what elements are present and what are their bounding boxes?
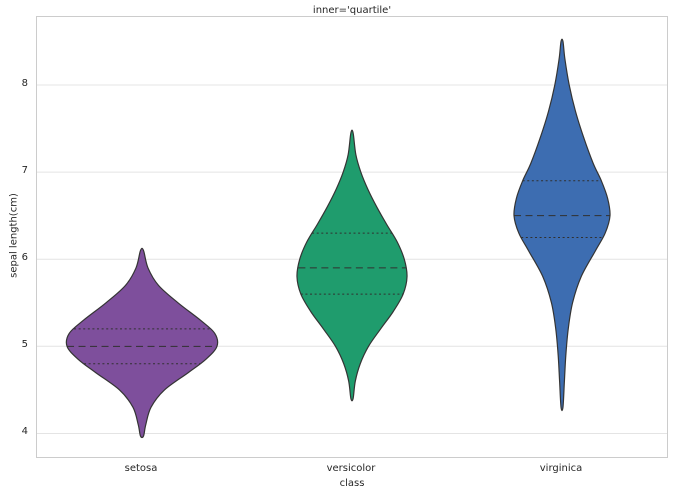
violin-virginica	[513, 38, 611, 412]
y-tick-label: 6	[21, 252, 28, 264]
violin-setosa	[65, 247, 219, 439]
plot-area	[36, 16, 668, 458]
y-axis-label: sepal length(cm)	[8, 193, 20, 278]
x-tick-label-versicolor: versicolor	[326, 463, 376, 474]
x-tick-label-virginica: virginica	[539, 463, 583, 474]
y-tick-label: 4	[21, 426, 28, 438]
x-axis-label: class	[339, 478, 365, 489]
x-tick-label-setosa: setosa	[124, 463, 158, 474]
violin-versicolor	[296, 129, 408, 402]
violin-chart-svg	[37, 38, 667, 439]
y-tick-label: 8	[21, 77, 28, 89]
y-tick-label: 7	[21, 165, 28, 177]
chart-title: inner='quartile'	[312, 5, 392, 16]
y-tick-label: 5	[21, 339, 28, 351]
